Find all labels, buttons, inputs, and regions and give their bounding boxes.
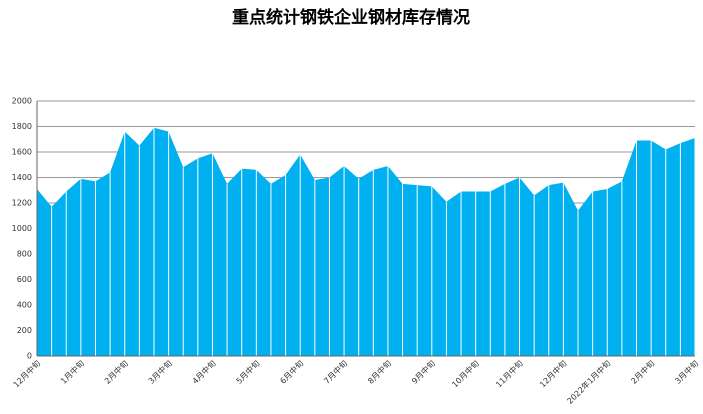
y-tick-label: 1200: [12, 199, 32, 208]
y-tick-label: 2000: [12, 97, 32, 106]
y-tick-label: 400: [17, 301, 32, 310]
y-tick-label: 200: [17, 326, 32, 335]
y-tick-label: 0: [27, 352, 32, 361]
y-tick-label: 800: [17, 250, 32, 259]
x-tick-label: 3月中旬: [146, 358, 174, 386]
x-tick-label: 4月中旬: [190, 358, 218, 386]
x-tick-label: 12月中旬: [11, 358, 42, 389]
y-tick-label: 1000: [12, 224, 32, 233]
x-tick-label: 7月中旬: [322, 358, 350, 386]
x-tick-label: 2月中旬: [102, 358, 130, 386]
x-tick-label: 8月中旬: [365, 358, 393, 386]
chart-title: 重点统计钢铁企业钢材库存情况: [232, 7, 470, 28]
x-tick-label: 12月中旬: [537, 358, 568, 389]
x-tick-label: 10月中旬: [450, 358, 481, 389]
x-tick-label: 9月中旬: [409, 358, 437, 386]
y-tick-label: 600: [17, 275, 32, 284]
x-tick-label: 6月中旬: [278, 358, 306, 386]
x-tick-label: 1月中旬: [58, 358, 86, 386]
area: [37, 127, 695, 357]
y-tick-label: 1800: [12, 122, 32, 131]
x-tick-label: 3月中旬: [673, 358, 701, 386]
x-tick-label: 5月中旬: [234, 358, 262, 386]
x-tick-label: 2月中旬: [629, 358, 657, 386]
x-tick-label: 2022年1月中旬: [565, 358, 613, 406]
y-tick-label: 1400: [12, 173, 32, 182]
x-tick-label: 11月中旬: [493, 358, 524, 389]
y-tick-label: 1600: [12, 148, 32, 157]
